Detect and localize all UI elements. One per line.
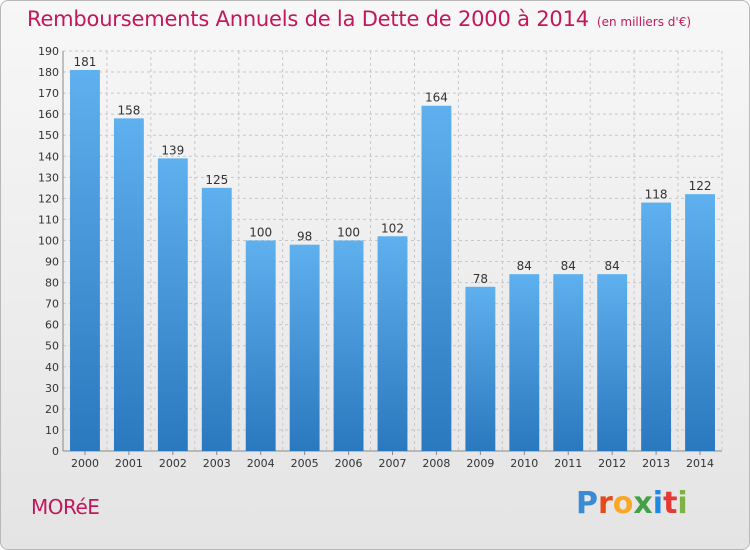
- title-row: Remboursements Annuels de la Dette de 20…: [27, 7, 691, 31]
- y-tick-label: 150: [38, 129, 59, 142]
- labels: 0 10 20 30 40 50 60 70 80 90 100 110 120 130 140 150 160…: [38, 45, 714, 470]
- y-tick-label: 180: [38, 66, 59, 79]
- bar-value-label: 158: [117, 103, 140, 117]
- bar: [70, 69, 100, 452]
- bar-value-label: 102: [381, 221, 404, 235]
- x-tick-label: 2012: [598, 457, 626, 470]
- x-tick-label: 2003: [203, 457, 231, 470]
- bar: [641, 202, 672, 451]
- proxiti-logo[interactable]: Proxiti: [576, 486, 688, 521]
- bar: [553, 274, 584, 451]
- logo-letter: P: [576, 486, 598, 521]
- bar: [113, 118, 144, 452]
- y-tick-label: 40: [45, 361, 59, 374]
- bar: [289, 244, 320, 451]
- bar: [377, 236, 408, 451]
- x-tick-label: 2000: [71, 457, 99, 470]
- bar-value-label: 118: [645, 188, 668, 202]
- y-tick-label: 80: [45, 277, 59, 290]
- bar: [157, 158, 188, 452]
- x-tick-label: 2007: [379, 457, 407, 470]
- bar-value-label: 125: [205, 173, 228, 187]
- bar-value-label: 181: [74, 55, 97, 69]
- chart-subtitle: (en milliers d'€): [596, 15, 692, 29]
- bar: [333, 240, 364, 451]
- bar-value-label: 78: [473, 272, 488, 286]
- bar-value-label: 164: [425, 91, 448, 105]
- bars: [70, 69, 715, 452]
- bar: [685, 194, 715, 451]
- y-tick-label: 10: [45, 424, 59, 437]
- y-tick-label: 160: [38, 108, 59, 121]
- town-name: MORéE: [31, 495, 100, 519]
- x-tick-label: 2005: [291, 457, 319, 470]
- logo-letter: r: [598, 486, 613, 521]
- bar: [597, 274, 628, 451]
- bar-value-label: 139: [161, 143, 184, 157]
- chart-title: Remboursements Annuels de la Dette de 20…: [27, 7, 589, 31]
- y-tick-label: 100: [38, 234, 59, 247]
- y-tick-label: 130: [38, 171, 59, 184]
- x-tick-label: 2014: [686, 457, 714, 470]
- logo-letter: o: [612, 486, 634, 521]
- x-tick-label: 2009: [466, 457, 494, 470]
- x-tick-label: 2008: [422, 457, 450, 470]
- bar: [421, 105, 452, 451]
- x-tick-label: 2010: [510, 457, 538, 470]
- y-tick-label: 120: [38, 192, 59, 205]
- y-tick-label: 30: [45, 382, 59, 395]
- x-tick-label: 2011: [554, 457, 582, 470]
- x-tick-label: 2006: [335, 457, 363, 470]
- logo-letter: t: [663, 486, 678, 521]
- bar: [509, 274, 540, 451]
- y-tick-label: 0: [52, 445, 59, 458]
- logo-letter: i: [677, 486, 688, 521]
- y-tick-label: 70: [45, 298, 59, 311]
- y-tick-label: 60: [45, 319, 59, 332]
- bar-value-label: 122: [689, 179, 712, 193]
- bar-value-label: 84: [561, 259, 576, 273]
- y-tick-label: 20: [45, 403, 59, 416]
- bar: [245, 240, 276, 451]
- bar: [201, 187, 232, 451]
- logo-letter: i: [652, 486, 664, 521]
- bar: [465, 286, 496, 451]
- y-tick-label: 90: [45, 256, 59, 269]
- y-tick-label: 50: [45, 340, 59, 353]
- bar-value-label: 100: [249, 225, 272, 239]
- x-tick-label: 2002: [159, 457, 187, 470]
- bar-value-label: 84: [517, 259, 532, 273]
- y-tick-label: 110: [38, 213, 59, 226]
- x-tick-label: 2013: [642, 457, 670, 470]
- x-tick-label: 2004: [247, 457, 275, 470]
- logo-letter: x: [633, 486, 653, 521]
- y-tick-label: 170: [38, 87, 59, 100]
- bar-value-label: 84: [605, 259, 620, 273]
- bar-value-label: 98: [297, 230, 312, 244]
- y-tick-label: 140: [38, 150, 59, 163]
- x-tick-label: 2001: [115, 457, 143, 470]
- y-tick-label: 190: [38, 45, 59, 58]
- bar-value-label: 100: [337, 225, 360, 239]
